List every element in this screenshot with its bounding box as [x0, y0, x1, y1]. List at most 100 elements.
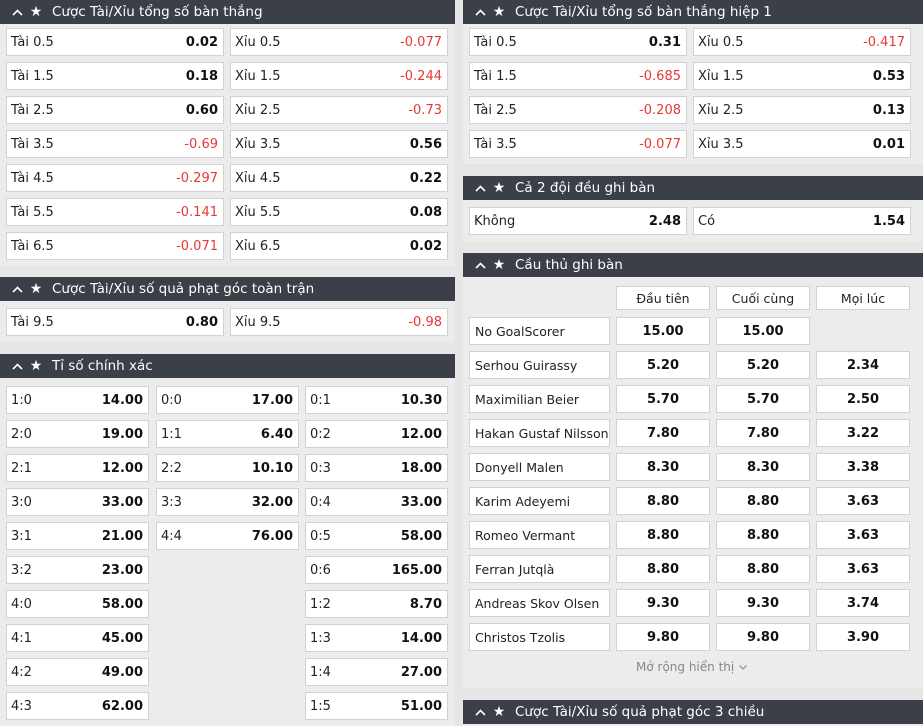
correct-score-button[interactable]: 3:2 23.00	[6, 556, 149, 584]
star-icon[interactable]: ★	[29, 281, 43, 297]
scorer-last-odds-button[interactable]: 9.80	[716, 623, 810, 651]
scorer-any-odds-button[interactable]: 3.90	[816, 623, 910, 651]
scorer-first-odds-button[interactable]: 7.80	[616, 419, 710, 447]
correct-score-button[interactable]: 0:4 33.00	[305, 488, 448, 516]
under-odds-button[interactable]: Xỉu 5.5 0.08	[230, 198, 448, 226]
star-icon[interactable]: ★	[29, 4, 43, 20]
scorer-last-odds-button[interactable]: 8.80	[716, 487, 810, 515]
panel-header[interactable]: ★ Tỉ số chính xác	[0, 354, 455, 378]
panel-header[interactable]: ★ Cược Tài/Xỉu tổng số bàn thắng hiệp 1	[463, 0, 923, 24]
correct-score-button[interactable]: 1:5 51.00	[305, 692, 448, 720]
scorer-any-odds-button[interactable]: 3.63	[816, 521, 910, 549]
correct-score-button[interactable]: 4:0 58.00	[6, 590, 149, 618]
under-odds-button[interactable]: Xỉu 4.5 0.22	[230, 164, 448, 192]
scorer-any-odds-button[interactable]: 2.50	[816, 385, 910, 413]
correct-score-button[interactable]: 1:3 14.00	[305, 624, 448, 652]
under-odds-button[interactable]: Xỉu 1.5 0.53	[693, 62, 911, 90]
chevron-up-icon[interactable]	[8, 362, 26, 370]
under-odds-button[interactable]: Xỉu 6.5 0.02	[230, 232, 448, 260]
btts-no-button[interactable]: Không 2.48	[469, 207, 687, 235]
over-odds-button[interactable]: Tài 6.5 -0.071	[6, 232, 224, 260]
scorer-any-odds-button[interactable]: 2.34	[816, 351, 910, 379]
correct-score-button[interactable]: 1:2 8.70	[305, 590, 448, 618]
scorer-first-odds-button[interactable]: 5.20	[616, 351, 710, 379]
star-icon[interactable]: ★	[29, 358, 43, 374]
correct-score-button[interactable]: 2:0 19.00	[6, 420, 149, 448]
scorer-first-odds-button[interactable]: 8.80	[616, 487, 710, 515]
correct-score-button[interactable]: 1:4 27.00	[305, 658, 448, 686]
under-odds-button[interactable]: Xỉu 0.5 -0.077	[230, 28, 448, 56]
star-icon[interactable]: ★	[492, 704, 506, 720]
scorer-first-odds-button[interactable]: 5.70	[616, 385, 710, 413]
panel-header[interactable]: ★ Cầu thủ ghi bàn	[463, 253, 923, 277]
chevron-up-icon[interactable]	[8, 8, 26, 16]
correct-score-button[interactable]: 0:1 10.30	[305, 386, 448, 414]
scorer-last-odds-button[interactable]: 5.20	[716, 351, 810, 379]
under-odds-button[interactable]: Xỉu 3.5 0.01	[693, 130, 911, 158]
correct-score-button[interactable]: 4:3 62.00	[6, 692, 149, 720]
over-odds-button[interactable]: Tài 2.5 0.60	[6, 96, 224, 124]
chevron-up-icon[interactable]	[471, 8, 489, 16]
correct-score-button[interactable]: 0:3 18.00	[305, 454, 448, 482]
over-odds-button[interactable]: Tài 2.5 -0.208	[469, 96, 687, 124]
chevron-up-icon[interactable]	[8, 285, 26, 293]
under-odds-button[interactable]: Xỉu 3.5 0.56	[230, 130, 448, 158]
scorer-first-odds-button[interactable]: 9.80	[616, 623, 710, 651]
under-odds-button[interactable]: Xỉu 0.5 -0.417	[693, 28, 911, 56]
under-odds-button[interactable]: Xỉu 1.5 -0.244	[230, 62, 448, 90]
scorer-last-odds-button[interactable]: 15.00	[716, 317, 810, 345]
correct-score-button[interactable]: 3:1 21.00	[6, 522, 149, 550]
correct-score-button[interactable]: 2:1 12.00	[6, 454, 149, 482]
under-odds-button[interactable]: Xỉu 2.5 -0.73	[230, 96, 448, 124]
over-odds-button[interactable]: Tài 1.5 -0.685	[469, 62, 687, 90]
under-odds-button[interactable]: Xỉu 9.5 -0.98	[230, 308, 448, 336]
scorer-any-odds-button[interactable]: 3.63	[816, 555, 910, 583]
scorer-last-odds-button[interactable]: 8.80	[716, 555, 810, 583]
panel-header[interactable]: ★ Cược Tài/Xỉu tổng số bàn thắng	[0, 0, 455, 24]
over-odds-button[interactable]: Tài 0.5 0.31	[469, 28, 687, 56]
scorer-first-odds-button[interactable]: 15.00	[616, 317, 710, 345]
star-icon[interactable]: ★	[492, 4, 506, 20]
scorer-any-odds-button[interactable]: 3.63	[816, 487, 910, 515]
scorer-any-odds-button[interactable]: 3.38	[816, 453, 910, 481]
correct-score-button[interactable]: 0:6 165.00	[305, 556, 448, 584]
star-icon[interactable]: ★	[492, 257, 506, 273]
expand-link[interactable]: Mở rộng hiển thị	[636, 660, 748, 674]
scorer-last-odds-button[interactable]: 5.70	[716, 385, 810, 413]
chevron-up-icon[interactable]	[471, 708, 489, 716]
over-odds-button[interactable]: Tài 3.5 -0.69	[6, 130, 224, 158]
correct-score-button[interactable]: 1:1 6.40	[156, 420, 299, 448]
over-odds-button[interactable]: Tài 0.5 0.02	[6, 28, 224, 56]
correct-score-button[interactable]: 4:2 49.00	[6, 658, 149, 686]
scorer-first-odds-button[interactable]: 8.80	[616, 521, 710, 549]
chevron-up-icon[interactable]	[471, 184, 489, 192]
scorer-first-odds-button[interactable]: 9.30	[616, 589, 710, 617]
star-icon[interactable]: ★	[492, 180, 506, 196]
scorer-first-odds-button[interactable]: 8.80	[616, 555, 710, 583]
scorer-last-odds-button[interactable]: 8.30	[716, 453, 810, 481]
correct-score-button[interactable]: 3:0 33.00	[6, 488, 149, 516]
correct-score-button[interactable]: 3:3 32.00	[156, 488, 299, 516]
correct-score-button[interactable]: 4:4 76.00	[156, 522, 299, 550]
correct-score-button[interactable]: 0:2 12.00	[305, 420, 448, 448]
scorer-first-odds-button[interactable]: 8.30	[616, 453, 710, 481]
scorer-any-odds-button[interactable]: 3.22	[816, 419, 910, 447]
correct-score-button[interactable]: 0:5 58.00	[305, 522, 448, 550]
over-odds-button[interactable]: Tài 1.5 0.18	[6, 62, 224, 90]
correct-score-button[interactable]: 0:0 17.00	[156, 386, 299, 414]
correct-score-button[interactable]: 4:1 45.00	[6, 624, 149, 652]
over-odds-button[interactable]: Tài 5.5 -0.141	[6, 198, 224, 226]
scorer-last-odds-button[interactable]: 9.30	[716, 589, 810, 617]
over-odds-button[interactable]: Tài 9.5 0.80	[6, 308, 224, 336]
chevron-up-icon[interactable]	[471, 261, 489, 269]
scorer-last-odds-button[interactable]: 7.80	[716, 419, 810, 447]
over-odds-button[interactable]: Tài 4.5 -0.297	[6, 164, 224, 192]
over-odds-button[interactable]: Tài 3.5 -0.077	[469, 130, 687, 158]
under-odds-button[interactable]: Xỉu 2.5 0.13	[693, 96, 911, 124]
btts-yes-button[interactable]: Có 1.54	[693, 207, 911, 235]
panel-header[interactable]: ★ Cược Tài/Xỉu số quả phạt góc 3 chiều	[463, 700, 923, 724]
correct-score-button[interactable]: 2:2 10.10	[156, 454, 299, 482]
scorer-last-odds-button[interactable]: 8.80	[716, 521, 810, 549]
panel-header[interactable]: ★ Cả 2 đội đều ghi bàn	[463, 176, 923, 200]
correct-score-button[interactable]: 1:0 14.00	[6, 386, 149, 414]
